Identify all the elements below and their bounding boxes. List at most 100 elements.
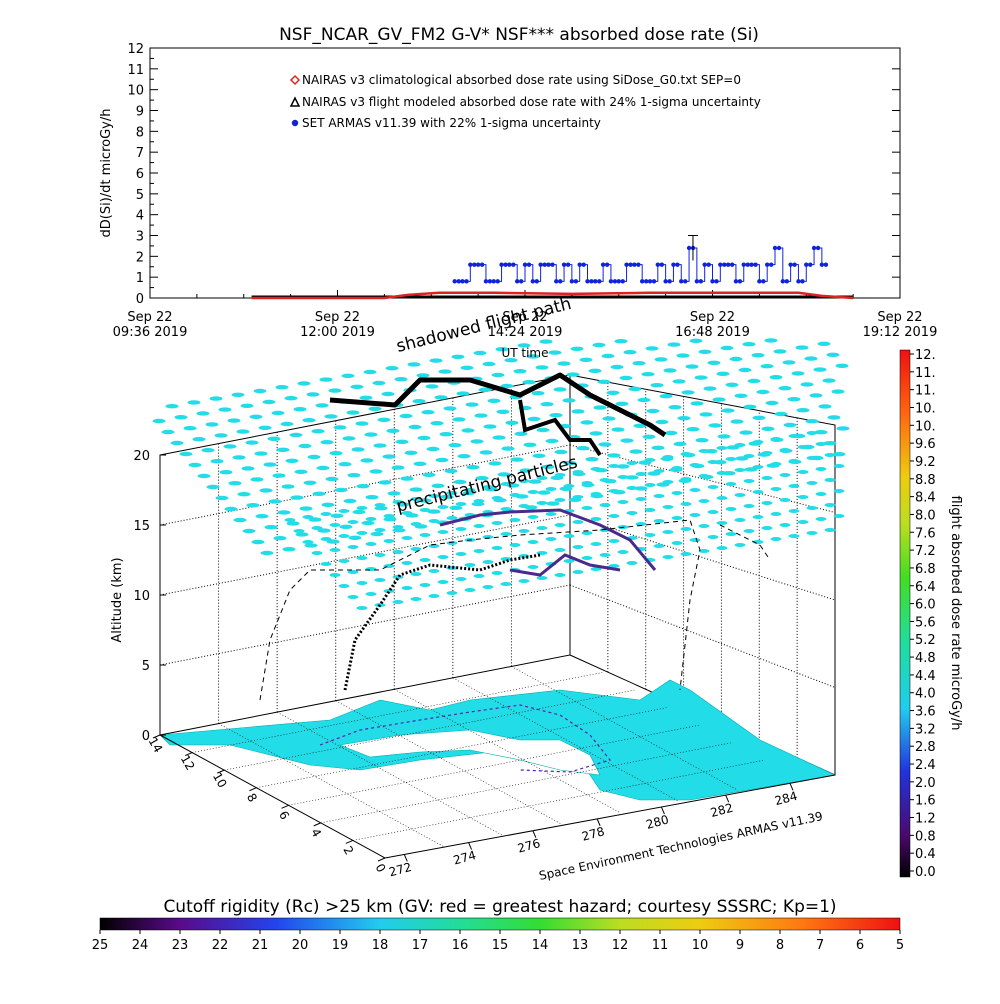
particle-marker <box>307 454 321 460</box>
particle-marker <box>360 458 374 463</box>
particle-marker <box>608 489 620 493</box>
particle-marker <box>734 543 746 547</box>
y-tick-label: 0 <box>136 292 144 307</box>
armas-point <box>643 279 649 284</box>
armas-point <box>663 279 668 284</box>
bottom-colorbar-label: Cutoff rigidity (Rc) >25 km (GV: red = g… <box>163 897 836 917</box>
armas-point <box>550 262 555 267</box>
particle-marker <box>549 413 563 418</box>
lon-tick-label: 274 <box>452 848 478 867</box>
lat-tick-mark <box>313 822 321 827</box>
particle-marker <box>752 415 766 420</box>
particle-marker <box>644 508 656 512</box>
armas-point <box>722 262 727 267</box>
particle-marker <box>448 443 462 448</box>
particle-marker <box>407 362 421 367</box>
particle-marker <box>333 425 347 430</box>
legend-marker-flight-modeled <box>289 96 301 107</box>
particle-marker <box>644 458 656 462</box>
particle-marker <box>271 410 285 416</box>
particle-marker <box>474 413 488 418</box>
lat-tick-label: 8 <box>244 791 260 805</box>
right-cb-tick-label: 4.8 <box>915 651 936 666</box>
particle-marker <box>554 573 566 577</box>
particle-marker <box>774 411 788 417</box>
particle-marker <box>347 595 359 599</box>
particle-marker <box>698 499 710 503</box>
particle-marker <box>356 506 368 510</box>
particle-marker <box>824 528 836 532</box>
particle-marker <box>329 548 341 552</box>
particle-marker <box>487 398 501 403</box>
particle-marker <box>394 377 408 382</box>
y-tick-label: 12 <box>127 42 144 57</box>
particle-marker <box>824 478 836 482</box>
particle-marker <box>410 497 422 501</box>
armas-point <box>491 279 496 284</box>
right-cb-tick-label: 8.4 <box>915 491 936 506</box>
particle-marker <box>522 380 536 385</box>
armas-point <box>530 279 536 284</box>
particle-marker <box>319 377 333 382</box>
right-cb-tick-label: 8.8 <box>915 473 936 488</box>
particle-marker <box>209 396 223 401</box>
back-wall-hline <box>159 444 571 526</box>
particle-marker <box>562 398 576 403</box>
particle-marker <box>303 480 317 485</box>
particle-marker <box>590 517 602 521</box>
particle-marker <box>161 429 175 435</box>
particle-marker <box>174 415 188 420</box>
particle-marker <box>341 373 355 378</box>
particle-marker <box>659 394 673 399</box>
armas-point <box>800 279 805 284</box>
armas-point <box>788 262 793 267</box>
particle-marker <box>635 522 647 526</box>
particle-marker <box>653 544 665 548</box>
credit-text: Space Environment Technologies ARMAS v11… <box>538 809 824 883</box>
ground-flight-track <box>319 704 612 773</box>
particle-marker <box>554 473 566 477</box>
particle-marker <box>527 565 539 569</box>
particle-marker <box>770 487 782 491</box>
particle-marker <box>579 357 593 362</box>
armas-point <box>776 245 782 251</box>
right-cb-tick-label: 9.2 <box>915 455 936 470</box>
particle-marker <box>738 367 752 373</box>
particle-marker <box>259 488 273 493</box>
armas-point <box>667 279 672 284</box>
particle-marker <box>536 501 548 505</box>
particle-marker <box>739 430 753 435</box>
armas-point <box>456 279 461 284</box>
lon-tick-label: 278 <box>580 824 606 843</box>
particle-marker <box>518 504 530 508</box>
particle-marker <box>329 573 341 577</box>
lat-tick-mark <box>249 787 257 792</box>
y-tick-label: 6 <box>136 167 144 182</box>
bottom-cb-tick-label: 13 <box>572 938 589 953</box>
particle-marker <box>539 339 553 344</box>
lat-tick-label: 4 <box>308 826 324 840</box>
particle-marker <box>689 338 703 343</box>
particle-marker <box>428 594 440 598</box>
particle-marker <box>527 540 539 544</box>
particle-marker <box>716 446 728 450</box>
particle-marker <box>359 395 373 400</box>
top-series-layer <box>251 235 854 300</box>
particle-marker <box>446 541 458 545</box>
floor-grid-line <box>288 724 699 806</box>
particle-marker <box>707 485 719 489</box>
particle-marker <box>462 490 476 496</box>
armas-point <box>753 262 758 267</box>
particle-marker <box>297 381 311 386</box>
particle-marker <box>608 514 620 518</box>
legend-label-flight-modeled: NAIRAS v3 flight modeled absorbed dose r… <box>302 95 761 109</box>
particle-marker <box>513 369 527 374</box>
particle-marker <box>589 431 603 436</box>
particle-marker <box>338 559 350 563</box>
z-tick-label: 15 <box>133 519 150 534</box>
particle-marker <box>676 353 690 358</box>
bottom-cb-tick-label: 25 <box>92 938 109 953</box>
particle-marker <box>350 384 364 389</box>
particle-marker <box>391 465 405 470</box>
armas-point <box>534 279 540 284</box>
